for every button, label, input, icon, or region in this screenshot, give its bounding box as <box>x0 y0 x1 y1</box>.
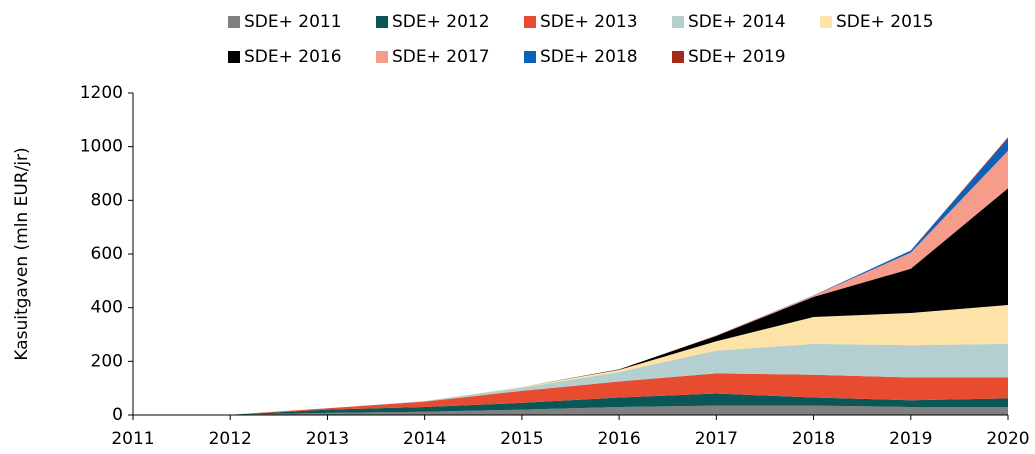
legend-swatch <box>376 16 388 28</box>
y-tick-label: 600 <box>91 244 123 264</box>
legend-swatch <box>376 51 388 63</box>
area <box>133 304 1008 415</box>
y-tick-label: 1200 <box>80 83 123 103</box>
legend-swatch <box>672 51 684 63</box>
legend-swatch <box>524 16 536 28</box>
x-tick-label: 2017 <box>695 429 738 449</box>
x-tick-label: 2020 <box>986 429 1029 449</box>
y-tick-label: 400 <box>91 298 123 318</box>
legend-label: SDE+ 2018 <box>540 47 638 67</box>
legend-label: SDE+ 2019 <box>688 47 786 67</box>
x-tick-label: 2012 <box>209 429 252 449</box>
legend-label: SDE+ 2012 <box>392 12 490 32</box>
legend-swatch <box>524 51 536 63</box>
legend-label: SDE+ 2011 <box>244 12 342 32</box>
x-tick-label: 2014 <box>403 429 446 449</box>
legend-label: SDE+ 2015 <box>836 12 934 32</box>
legend-swatch <box>228 51 240 63</box>
legend-label: SDE+ 2013 <box>540 12 638 32</box>
legend-label: SDE+ 2017 <box>392 47 490 67</box>
legend-label: SDE+ 2014 <box>688 12 786 32</box>
y-tick-label: 0 <box>112 405 123 425</box>
area <box>133 405 1008 415</box>
y-tick-label: 200 <box>91 351 123 371</box>
legend-swatch <box>672 16 684 28</box>
area <box>133 188 1008 415</box>
area <box>133 393 1008 415</box>
y-tick-label: 800 <box>91 190 123 210</box>
x-tick-label: 2015 <box>500 429 543 449</box>
y-tick-label: 1000 <box>80 137 123 157</box>
x-tick-label: 2018 <box>792 429 835 449</box>
legend-label: SDE+ 2016 <box>244 47 342 67</box>
x-tick-label: 2011 <box>111 429 154 449</box>
x-tick-label: 2019 <box>889 429 932 449</box>
x-tick-label: 2013 <box>306 429 349 449</box>
area <box>133 343 1008 415</box>
legend-swatch <box>228 16 240 28</box>
legend-swatch <box>820 16 832 28</box>
y-axis-label: Kasuitgaven (mln EUR/jr) <box>12 147 32 360</box>
area <box>133 373 1008 415</box>
x-tick-label: 2016 <box>597 429 640 449</box>
